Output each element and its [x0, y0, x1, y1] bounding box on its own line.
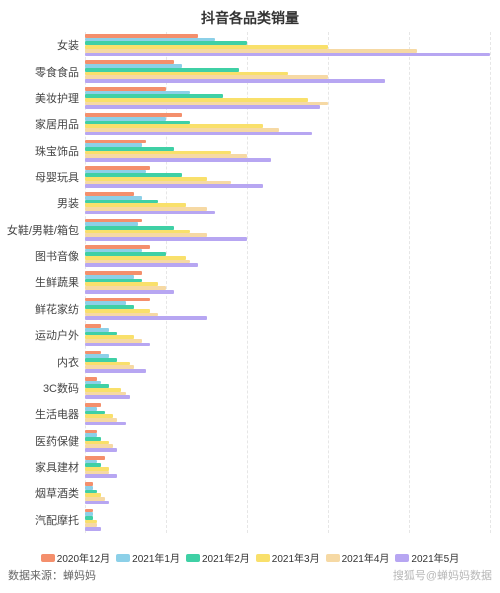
bar[interactable]	[85, 369, 146, 373]
legend-item[interactable]: 2021年1月	[116, 550, 180, 565]
legend-label: 2021年5月	[411, 554, 459, 565]
category-label: 生活电器	[35, 406, 85, 422]
category-label: 母婴玩具	[35, 169, 85, 185]
category-row: 母婴玩具	[85, 164, 490, 190]
legend-label: 2021年3月	[272, 554, 320, 565]
category-label: 家具建材	[35, 459, 85, 475]
source-value: 蝉妈妈	[63, 570, 96, 582]
category-row: 美妆护理	[85, 85, 490, 111]
data-source-note: 数据来源：蝉妈妈	[8, 567, 96, 583]
bar[interactable]	[85, 87, 166, 91]
category-label: 3C数码	[43, 380, 85, 396]
category-row: 生活电器	[85, 401, 490, 427]
bar[interactable]	[85, 448, 117, 452]
legend-item[interactable]: 2021年5月	[395, 550, 459, 565]
category-label: 男装	[57, 195, 85, 211]
category-row: 运动户外	[85, 322, 490, 348]
category-row: 家具建材	[85, 454, 490, 480]
bar[interactable]	[85, 68, 239, 72]
legend-label: 2021年4月	[342, 554, 390, 565]
bar[interactable]	[85, 395, 130, 399]
category-label: 医药保健	[35, 433, 85, 449]
category-label: 美妆护理	[35, 90, 85, 106]
bar[interactable]	[85, 49, 417, 53]
bar[interactable]	[85, 211, 215, 215]
bar[interactable]	[85, 53, 490, 57]
bar[interactable]	[85, 474, 117, 478]
bar[interactable]	[85, 328, 109, 332]
category-row: 图书音像	[85, 243, 490, 269]
bar[interactable]	[85, 309, 150, 313]
category-row: 生鲜蔬果	[85, 269, 490, 295]
legend-swatch	[256, 554, 270, 562]
category-label: 家居用品	[35, 116, 85, 132]
legend-label: 2020年12月	[57, 554, 110, 565]
category-row: 3C数码	[85, 375, 490, 401]
bar[interactable]	[85, 158, 271, 162]
category-row: 男装	[85, 190, 490, 216]
category-row: 女鞋/男鞋/箱包	[85, 217, 490, 243]
category-label: 珠宝饰品	[35, 143, 85, 159]
category-row: 医药保健	[85, 428, 490, 454]
bar[interactable]	[85, 263, 198, 267]
legend-label: 2021年1月	[132, 554, 180, 565]
gridline	[490, 32, 491, 533]
category-row: 内衣	[85, 348, 490, 374]
chart-title: 抖音各品类销量	[0, 0, 500, 32]
legend-swatch	[116, 554, 130, 562]
bar[interactable]	[85, 527, 101, 531]
legend-item[interactable]: 2020年12月	[41, 550, 110, 565]
chart-container: 抖音各品类销量 女装零食食品美妆护理家居用品珠宝饰品母婴玩具男装女鞋/男鞋/箱包…	[0, 0, 500, 593]
category-row: 烟草酒类	[85, 480, 490, 506]
category-label: 烟草酒类	[35, 485, 85, 501]
category-label: 生鲜蔬果	[35, 274, 85, 290]
category-label: 零食食品	[35, 64, 85, 80]
legend-item[interactable]: 2021年4月	[326, 550, 390, 565]
bar[interactable]	[85, 105, 320, 109]
bar[interactable]	[85, 79, 385, 83]
bar[interactable]	[85, 501, 109, 505]
category-row: 鲜花家纺	[85, 296, 490, 322]
bar[interactable]	[85, 343, 150, 347]
category-label: 图书音像	[35, 248, 85, 264]
category-label: 运动户外	[35, 327, 85, 343]
legend-item[interactable]: 2021年2月	[186, 550, 250, 565]
category-label: 女装	[57, 37, 85, 53]
category-label: 内衣	[57, 354, 85, 370]
bar[interactable]	[85, 132, 312, 136]
legend-swatch	[326, 554, 340, 562]
category-label: 女鞋/男鞋/箱包	[7, 222, 85, 238]
category-row: 汽配摩托	[85, 507, 490, 533]
bar[interactable]	[85, 237, 247, 241]
bar[interactable]	[85, 316, 207, 320]
legend-label: 2021年2月	[202, 554, 250, 565]
category-row: 家居用品	[85, 111, 490, 137]
legend-swatch	[395, 554, 409, 562]
category-label: 汽配摩托	[35, 512, 85, 528]
legend-swatch	[41, 554, 55, 562]
category-row: 珠宝饰品	[85, 137, 490, 163]
plot-area: 女装零食食品美妆护理家居用品珠宝饰品母婴玩具男装女鞋/男鞋/箱包图书音像生鲜蔬果…	[85, 32, 490, 533]
watermark-text: 搜狐号@蝉妈妈数据	[393, 567, 492, 583]
category-label: 鲜花家纺	[35, 301, 85, 317]
bar[interactable]	[85, 290, 174, 294]
bar[interactable]	[85, 422, 126, 426]
source-prefix: 数据来源：	[8, 570, 63, 582]
legend: 2020年12月 2021年1月 2021年2月 2021年3月 2021年4月 2021…	[0, 550, 500, 565]
legend-swatch	[186, 554, 200, 562]
legend-item[interactable]: 2021年3月	[256, 550, 320, 565]
category-row: 零食食品	[85, 58, 490, 84]
bar[interactable]	[85, 184, 263, 188]
category-row: 女装	[85, 32, 490, 58]
